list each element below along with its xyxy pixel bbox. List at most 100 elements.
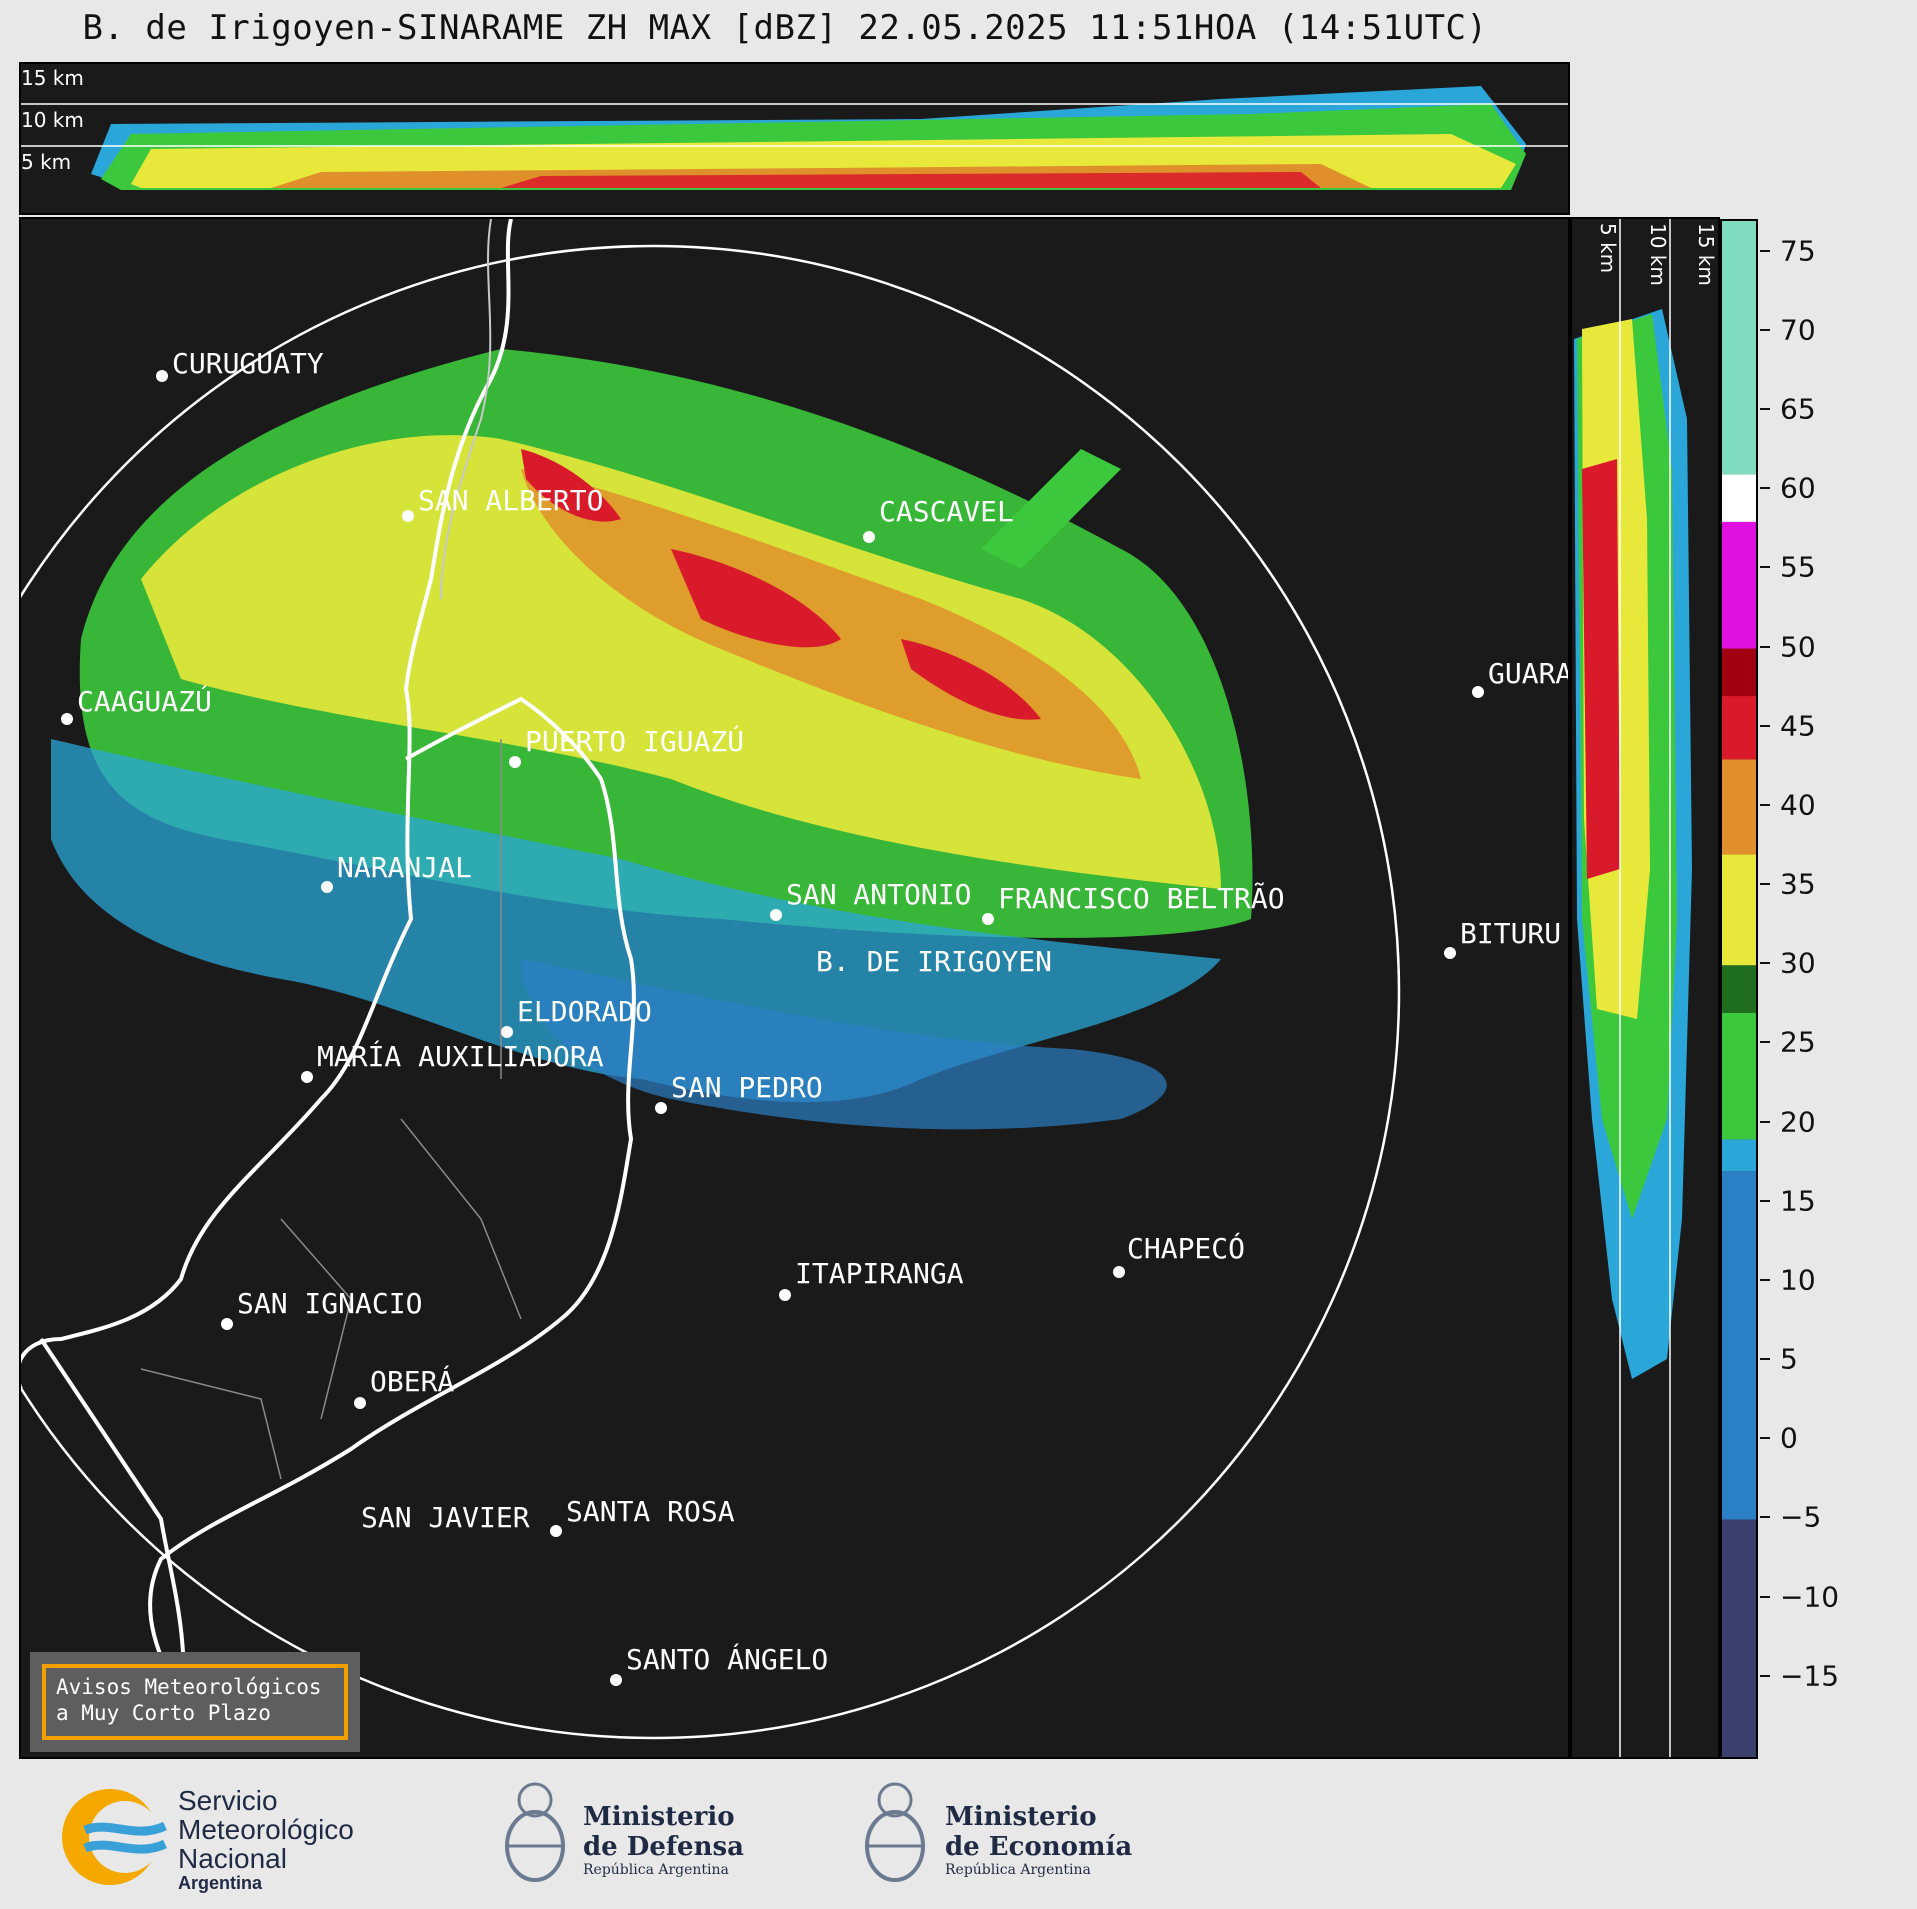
colorbar-band-1	[1722, 1171, 1756, 1520]
colorbar-tick-mark	[1760, 408, 1770, 411]
city-dot-naranjal[interactable]	[321, 881, 333, 893]
colorbar-tick-label: 45	[1780, 709, 1816, 743]
city-dot-guara[interactable]	[1472, 686, 1484, 698]
colorbar-tick-mark	[1760, 1516, 1770, 1519]
city-label-naranjal: NARANJAL	[337, 851, 472, 884]
city-label-san-javier: SAN JAVIER	[361, 1501, 530, 1534]
city-label-eldorado: ELDORADO	[517, 995, 652, 1028]
echo-red-cell-3	[901, 639, 1041, 720]
city-dot-puerto-iguazu[interactable]	[509, 756, 521, 768]
colorbar-tick-mark	[1760, 962, 1770, 965]
colorbar-band-3	[1722, 1012, 1756, 1140]
defensa-line-3: República Argentina	[583, 1862, 729, 1878]
city-dot-curuguaty[interactable]	[156, 370, 168, 382]
defensa-line-2: de Defensa	[583, 1832, 744, 1862]
avisos-box[interactable]: Avisos Meteorológicos a Muy Corto Plazo	[30, 1652, 360, 1752]
city-label-san-antonio: SAN ANTONIO	[786, 878, 972, 911]
avisos-line-2: a Muy Corto Plazo	[56, 1701, 271, 1725]
city-dot-san-antonio[interactable]	[770, 909, 782, 921]
city-label-caaguazu: CAAGUAZÚ	[77, 685, 212, 718]
city-label-san-alberto: SAN ALBERTO	[418, 484, 604, 517]
city-label-bituru: BITURU	[1460, 917, 1562, 950]
city-dot-eldorado[interactable]	[501, 1026, 513, 1038]
colorbar-tick-mark	[1760, 1278, 1770, 1281]
colorbar-tick-label: 40	[1780, 788, 1816, 822]
colorbar-band-0	[1722, 1519, 1756, 1757]
echo-red-cell-1	[671, 549, 841, 648]
colorbar-tick-mark	[1760, 803, 1770, 806]
city-label-obera: OBERÁ	[370, 1365, 455, 1398]
colorbar-tick-mark	[1760, 1674, 1770, 1677]
city-dot-itapiranga[interactable]	[779, 1289, 791, 1301]
city-label-puerto-iguazu: PUERTO IGUAZÚ	[525, 725, 745, 758]
colorbar-tick-mark	[1760, 328, 1770, 331]
coat-of-arms-icon-defensa	[505, 1782, 565, 1882]
colorbar-tick-mark	[1760, 645, 1770, 648]
colorbar-tick-mark	[1760, 249, 1770, 252]
smn-line-1: Servicio	[178, 1785, 278, 1816]
colorbar-tick-label: 35	[1780, 867, 1816, 901]
colorbar-tick-mark	[1760, 1120, 1770, 1123]
radar-map-svg	[21, 219, 1401, 1740]
city-dot-san-ignacio[interactable]	[221, 1318, 233, 1330]
city-dot-chapeco[interactable]	[1113, 1266, 1125, 1278]
city-dot-francisco-beltrao[interactable]	[982, 913, 994, 925]
city-dot-bituru[interactable]	[1444, 947, 1456, 959]
economia-line-3: República Argentina	[945, 1862, 1091, 1878]
colorbar-tick-mark	[1760, 566, 1770, 569]
colorbar-tick-mark	[1760, 1437, 1770, 1440]
colorbar-ticks: 75 70 65 60 55 50 45 40 35 30 25 20 15 10 5 0 −5 −10 −15	[1760, 219, 1880, 1759]
border-argentina-brazil	[148, 696, 636, 1680]
border-paraguay-argentina	[21, 219, 513, 1389]
colorbar-band-6	[1722, 759, 1756, 855]
radar-site-label: B. DE IRIGOYEN	[816, 945, 1053, 978]
alt-label-15km: 15 km	[21, 66, 84, 90]
colorbar-band-4	[1722, 965, 1756, 1013]
city-dot-maria-auxiliadora[interactable]	[301, 1071, 313, 1083]
smn-line-3: Nacional	[178, 1843, 287, 1874]
city-dot-santo-angelo[interactable]	[610, 1674, 622, 1686]
city-label-guara: GUARA	[1488, 657, 1570, 690]
colorbar-tick-label: 10	[1780, 1263, 1816, 1297]
echo-blue-area	[51, 739, 1221, 1103]
echo-intense-region	[501, 172, 1321, 188]
colorbar-tick-label: 20	[1780, 1105, 1816, 1139]
avisos-link[interactable]: Avisos Meteorológicos a Muy Corto Plazo	[42, 1664, 348, 1740]
colorbar-band-11	[1722, 221, 1756, 475]
radar-map[interactable]: CURUGUATY SAN ALBERTO CASCAVEL CAAGUAZÚ …	[19, 217, 1570, 1759]
colorbar-band-7	[1722, 696, 1756, 760]
smn-logo-icon	[62, 1789, 167, 1885]
city-dot-obera[interactable]	[354, 1397, 366, 1409]
colorbar-svg	[1722, 221, 1756, 1757]
colorbar-tick-mark	[1760, 724, 1770, 727]
colorbar-tick-label: −5	[1780, 1500, 1822, 1534]
city-label-san-pedro: SAN PEDRO	[671, 1071, 823, 1104]
city-dot-caaguazu[interactable]	[61, 713, 73, 725]
echo-radial-spike	[981, 449, 1121, 569]
economia-line-1: Ministerio	[945, 1802, 1097, 1832]
echo-blue-band-south	[521, 959, 1167, 1130]
city-label-chapeco: CHAPECÓ	[1127, 1232, 1246, 1265]
colorbar-tick-label: −15	[1780, 1659, 1840, 1693]
side-cross-section-panel: 5 km 10 km 15 km	[1570, 217, 1720, 1759]
city-label-maria-auxiliadora: MARÍA AUXILIADORA	[317, 1040, 604, 1073]
city-dot-san-alberto[interactable]	[402, 510, 414, 522]
colorbar-band-9	[1722, 521, 1756, 649]
alt-label-5km: 5 km	[21, 150, 72, 174]
colorbar	[1720, 219, 1758, 1759]
top-cross-section-svg	[21, 86, 1568, 190]
defensa-line-1: Ministerio	[583, 1802, 735, 1832]
echo-red-cell-2	[521, 449, 621, 522]
colorbar-band-8	[1722, 648, 1756, 697]
side-cross-section-svg	[1574, 219, 1692, 1757]
echo-yellow-area	[141, 435, 1221, 889]
city-dot-san-pedro[interactable]	[655, 1102, 667, 1114]
colorbar-tick-mark	[1760, 1358, 1770, 1361]
side-alt-label-10km: 10 km	[1646, 223, 1670, 286]
map-title: B. de Irigoyen-SINARAME ZH MAX [dBZ] 22.…	[82, 8, 1488, 48]
avisos-line-1: Avisos Meteorológicos	[56, 1675, 322, 1699]
colorbar-tick-label: 50	[1780, 630, 1816, 664]
colorbar-tick-label: 70	[1780, 313, 1816, 347]
city-dot-santa-rosa[interactable]	[550, 1525, 562, 1537]
city-dot-cascavel[interactable]	[863, 531, 875, 543]
